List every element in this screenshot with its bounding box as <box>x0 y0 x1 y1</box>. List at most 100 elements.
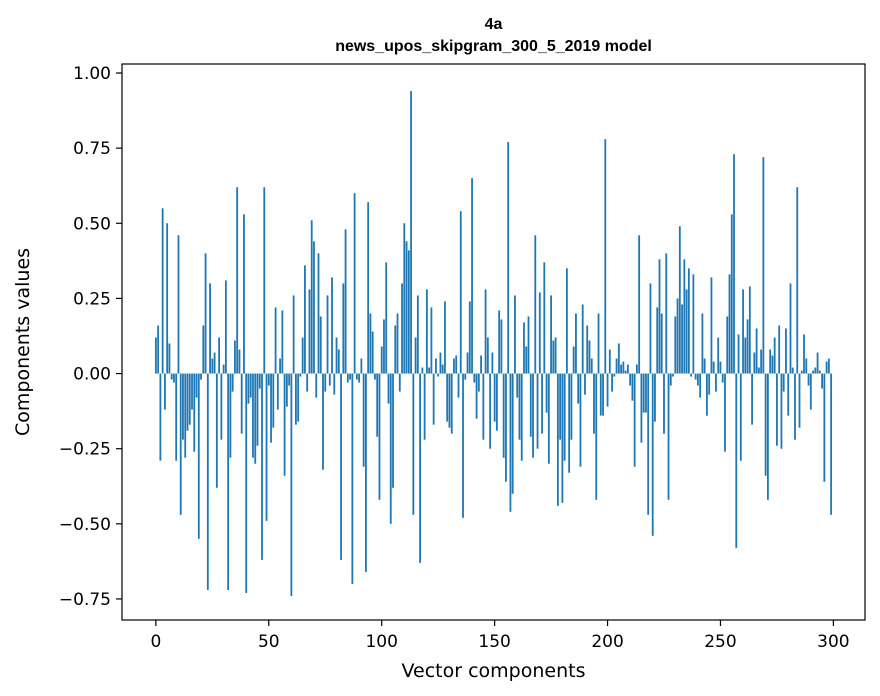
bar-component-193 <box>590 358 593 374</box>
x-axis-label: Vector components <box>402 660 586 682</box>
bar-component-183 <box>568 373 571 473</box>
bar-component-278 <box>782 373 785 392</box>
bar-component-95 <box>369 313 372 374</box>
bar-component-73 <box>319 316 322 374</box>
bar-component-159 <box>514 295 516 374</box>
bar-component-254 <box>728 274 731 374</box>
bar-component-144 <box>480 355 482 374</box>
bar-component-168 <box>534 235 537 374</box>
bar-component-58 <box>285 373 288 407</box>
bar-component-65 <box>301 337 304 374</box>
bar-component-234 <box>683 259 686 374</box>
bar-component-231 <box>676 298 679 374</box>
bar-component-186 <box>575 313 577 374</box>
bar-component-202 <box>611 373 613 392</box>
bar-component-21 <box>202 325 205 374</box>
bar-component-130 <box>448 373 451 428</box>
bar-component-91 <box>360 358 363 374</box>
bar-component-194 <box>593 373 595 434</box>
bar-component-162 <box>520 373 523 461</box>
bar-component-222 <box>656 307 659 374</box>
bar-component-271 <box>766 373 769 500</box>
bar-component-264 <box>751 373 753 425</box>
bar-component-5 <box>166 223 169 374</box>
bar-component-119 <box>423 373 426 440</box>
bar-component-232 <box>678 226 681 374</box>
bar-component-16 <box>191 373 193 410</box>
bar-component-152 <box>498 310 501 374</box>
bar-component-299 <box>830 373 833 515</box>
bar-component-290 <box>809 373 812 410</box>
bar-component-180 <box>561 373 564 503</box>
bar-component-3 <box>161 208 164 374</box>
bar-component-208 <box>624 370 627 374</box>
bar-component-44 <box>254 373 257 464</box>
bar-component-156 <box>507 142 510 374</box>
y-tick-label: −0.25 <box>59 440 111 460</box>
bar-component-165 <box>527 316 530 374</box>
bar-component-35 <box>234 340 236 374</box>
bar-component-54 <box>276 373 279 410</box>
bar-component-161 <box>518 373 521 440</box>
bar-component-97 <box>374 373 376 380</box>
bar-component-100 <box>380 346 383 374</box>
bar-component-262 <box>746 319 749 374</box>
bar-component-70 <box>313 241 315 374</box>
bar-component-107 <box>396 313 399 374</box>
bar-component-236 <box>687 268 690 374</box>
bar-component-173 <box>545 373 548 413</box>
bar-component-127 <box>441 364 444 374</box>
bar-component-289 <box>807 373 810 386</box>
bar-component-103 <box>387 373 390 404</box>
bar-component-250 <box>719 361 722 374</box>
bar-component-249 <box>717 337 720 374</box>
bar-component-74 <box>322 373 324 470</box>
bar-component-50 <box>267 373 270 386</box>
bar-component-150 <box>493 373 496 422</box>
bar-component-174 <box>547 373 550 464</box>
bar-component-132 <box>453 358 455 374</box>
bar-component-25 <box>211 358 214 374</box>
bar-component-113 <box>410 91 412 374</box>
bar-component-272 <box>769 349 772 374</box>
bar-component-128 <box>444 301 446 374</box>
bar-component-9 <box>175 373 178 461</box>
bar-component-246 <box>710 277 713 374</box>
bar-component-200 <box>606 373 609 407</box>
bar-component-203 <box>613 373 616 377</box>
bar-component-63 <box>297 373 300 422</box>
bar-component-260 <box>742 289 744 374</box>
bar-component-117 <box>419 373 422 563</box>
bar-component-213 <box>636 364 638 374</box>
bar-component-4 <box>164 373 166 410</box>
bar-component-284 <box>796 187 799 374</box>
bar-component-225 <box>663 373 665 434</box>
bar-component-53 <box>274 307 277 374</box>
bar-component-267 <box>757 367 760 374</box>
bar-component-27 <box>215 373 218 488</box>
bar-component-137 <box>464 373 467 380</box>
bar-component-99 <box>378 373 381 500</box>
bar-component-146 <box>484 289 487 374</box>
bar-component-220 <box>651 373 654 536</box>
bar-component-134 <box>457 373 460 398</box>
bar-component-37 <box>238 349 241 374</box>
bar-component-224 <box>660 313 663 374</box>
bar-component-0 <box>154 337 157 374</box>
bar-component-29 <box>220 373 223 440</box>
x-tick-label: 50 <box>258 632 280 652</box>
y-tick-label: 0.50 <box>73 214 111 234</box>
bar-component-253 <box>726 316 729 374</box>
bar-component-198 <box>602 373 604 416</box>
bar-component-61 <box>292 295 295 374</box>
bar-component-23 <box>206 373 209 590</box>
bar-component-33 <box>229 373 232 458</box>
bar-component-101 <box>383 319 385 374</box>
bar-component-41 <box>247 373 250 404</box>
bar-component-15 <box>188 373 191 425</box>
bar-component-139 <box>468 301 471 374</box>
bar-component-149 <box>491 352 494 374</box>
bar-component-258 <box>737 334 740 374</box>
x-tick-label: 300 <box>817 632 849 652</box>
